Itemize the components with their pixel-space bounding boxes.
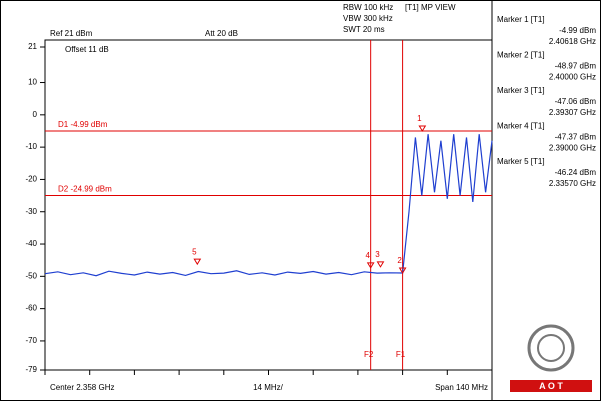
swt: SWT 20 ms xyxy=(343,25,385,34)
marker-number: 4 xyxy=(365,251,370,260)
y-tick-label: -10 xyxy=(25,142,37,151)
seal xyxy=(527,324,575,372)
vbw: VBW 300 kHz xyxy=(343,14,393,23)
marker xyxy=(366,262,375,269)
frequency-line-label: F2 xyxy=(364,350,374,359)
marker-name: Marker 2 [T1] xyxy=(497,51,545,60)
frequency-line-label: F1 xyxy=(396,350,406,359)
marker-name: Marker 5 [T1] xyxy=(497,157,545,166)
display-line-label: D2 -24.99 dBm xyxy=(58,185,112,194)
marker-level: -4.99 dBm xyxy=(559,26,596,35)
marker-name: Marker 4 [T1] xyxy=(497,122,545,131)
marker-number: 1 xyxy=(417,114,422,123)
offset: Offset 11 dB xyxy=(65,45,109,54)
marker xyxy=(398,267,407,274)
y-tick-label: -40 xyxy=(25,239,37,248)
rbw: RBW 100 kHz xyxy=(343,3,393,12)
y-tick-label: -60 xyxy=(25,304,37,313)
y-tick-label: 0 xyxy=(33,110,38,119)
marker xyxy=(193,258,202,266)
marker-level: -47.06 dBm xyxy=(555,97,597,106)
y-tick-label: -70 xyxy=(25,336,37,345)
marker-frequency: 2.40618 GHz xyxy=(549,37,596,46)
logo-text: A O T xyxy=(539,381,563,391)
y-tick-label: -30 xyxy=(25,207,37,216)
marker-number: 2 xyxy=(397,256,402,265)
marker-frequency: 2.39307 GHz xyxy=(549,108,596,117)
marker-frequency: 2.39000 GHz xyxy=(549,144,596,153)
marker-frequency: 2.33570 GHz xyxy=(549,179,596,188)
marker-number: 5 xyxy=(192,247,197,256)
ref-level: Ref 21 dBm xyxy=(50,29,93,38)
marker-level: -46.24 dBm xyxy=(555,168,597,177)
marker-number: 3 xyxy=(375,250,380,259)
marker-name: Marker 3 [T1] xyxy=(497,86,545,95)
logo: A O T xyxy=(510,324,592,392)
y-tick-label: -79 xyxy=(25,365,37,374)
attenuation: Att 20 dB xyxy=(205,29,238,38)
marker-level: -48.97 dBm xyxy=(555,62,597,71)
marker xyxy=(418,125,427,132)
view: [T1] MP VIEW xyxy=(405,3,456,12)
marker-level: -47.37 dBm xyxy=(555,133,597,142)
y-tick-label: -20 xyxy=(25,175,37,184)
marker-frequency: 2.40000 GHz xyxy=(549,73,596,82)
division: 14 MHz/ xyxy=(253,383,284,392)
y-tick-label: -50 xyxy=(25,271,37,280)
y-tick-label: 10 xyxy=(28,78,37,87)
center: Center 2.358 GHz xyxy=(50,383,114,392)
marker-name: Marker 1 [T1] xyxy=(497,15,545,24)
logo-bar xyxy=(510,380,592,392)
seal-inner xyxy=(537,334,565,362)
y-tick-label: 21 xyxy=(28,42,37,51)
trace xyxy=(44,134,493,277)
display-line-label: D1 -4.99 dBm xyxy=(58,120,108,129)
span: Span 140 MHz xyxy=(435,383,488,392)
marker xyxy=(376,261,385,268)
